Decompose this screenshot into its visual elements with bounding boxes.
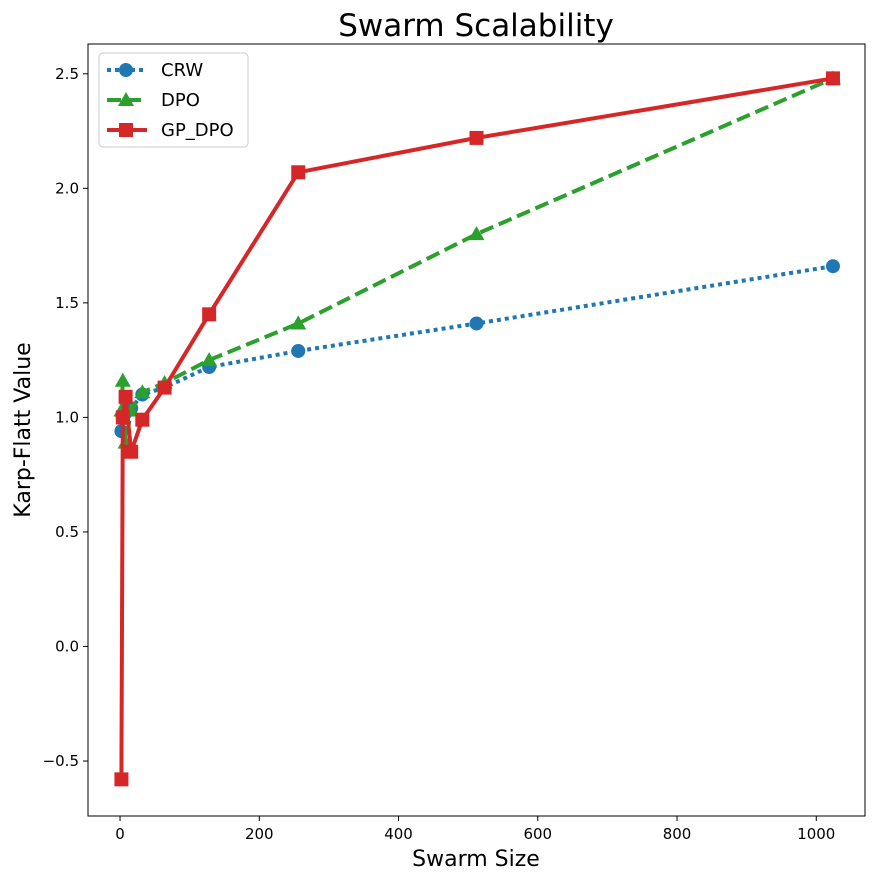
legend-marker-dpo: [118, 92, 134, 106]
x-tick-label: 1000: [797, 825, 835, 843]
legend-box: [98, 52, 249, 148]
data-point-dpo: [114, 372, 131, 387]
x-tick-label: 400: [384, 825, 413, 843]
data-point-gp-dpo: [825, 71, 840, 86]
series-line-gp-dpo: [119, 76, 834, 780]
legend: CRW DPO GP_DPO: [98, 52, 249, 148]
y-tick-label: 0.0: [55, 637, 79, 655]
data-point-gp-dpo: [291, 165, 306, 180]
x-axis-title: Swarm Size: [412, 847, 540, 872]
x-tick-label: 800: [663, 825, 692, 843]
data-point-dpo: [290, 315, 307, 330]
data-point-gp-dpo: [157, 380, 172, 395]
y-tick-label: 0.5: [55, 523, 79, 541]
data-point-dpo: [201, 352, 218, 367]
data-point-gp-dpo: [114, 772, 129, 787]
x-tick-label: 600: [523, 825, 552, 843]
y-tick-label: −0.5: [43, 752, 79, 770]
data-point-dpo: [468, 226, 485, 241]
y-axis-title: Karp-Flatt Value: [11, 342, 36, 517]
y-tick-label: 1.0: [55, 408, 79, 426]
data-point-gp-dpo: [469, 130, 484, 145]
legend-marker-gp-dpo: [119, 123, 133, 137]
data-point-crw: [291, 343, 306, 358]
legend-label-gp-dpo: GP_DPO: [161, 120, 234, 141]
data-point-crw: [469, 316, 484, 331]
y-tick-label: 2.0: [55, 179, 79, 197]
data-point-dpo: [134, 384, 151, 399]
chart-title: Swarm Scalability: [338, 8, 614, 44]
series-line-crw: [119, 264, 834, 432]
data-point-gp-dpo: [115, 410, 130, 425]
plot-area-frame: [87, 43, 866, 817]
legend-label-dpo: DPO: [161, 90, 200, 111]
y-tick-label: 1.5: [55, 294, 79, 312]
x-tick-label: 0: [115, 825, 125, 843]
data-point-gp-dpo: [135, 412, 150, 427]
data-point-gp-dpo: [124, 444, 139, 459]
data-point-gp-dpo: [202, 307, 217, 322]
legend-label-crw: CRW: [161, 60, 203, 81]
data-point-gp-dpo: [118, 389, 133, 404]
y-tick-label: 2.5: [55, 65, 79, 83]
legend-marker-crw: [119, 63, 133, 77]
data-point-crw: [825, 259, 840, 274]
x-tick-label: 200: [245, 825, 274, 843]
